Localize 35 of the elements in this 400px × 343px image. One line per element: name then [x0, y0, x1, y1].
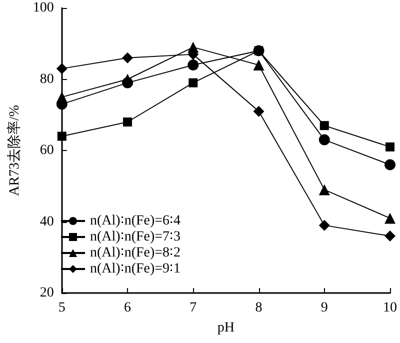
point [188, 60, 199, 70]
y-tick-label: 20 [40, 286, 54, 300]
x-tick-label: 9 [320, 300, 328, 316]
legend-label: n(Al)∶n(Fe)=6∶4 [90, 214, 181, 228]
point [320, 121, 329, 130]
point [384, 159, 396, 170]
y-tick-label: 80 [40, 72, 54, 87]
x-tick-label: 5 [58, 300, 66, 316]
point [122, 52, 134, 64]
y-tick-label: 60 [40, 143, 54, 158]
y-tick-label: 100 [32, 0, 54, 16]
point [253, 60, 264, 70]
point [57, 132, 66, 141]
x-axis-title: pH [217, 320, 235, 336]
point [318, 184, 330, 196]
point [318, 220, 330, 231]
point [386, 142, 394, 152]
point [318, 134, 330, 146]
point [188, 42, 199, 53]
point [384, 230, 396, 242]
y-tick-label: 40 [40, 214, 54, 230]
point [253, 106, 264, 117]
x-tick-label: 8 [255, 300, 262, 316]
point [188, 78, 198, 88]
point [384, 212, 396, 224]
legend-label: n(Al)∶n(Fe)=9∶1 [90, 262, 181, 276]
point [56, 63, 68, 74]
x-tick-label: 7 [190, 300, 197, 316]
x-tick-label: 6 [124, 300, 132, 316]
point [123, 118, 132, 126]
legend-label: n(Al)∶n(Fe)=7∶3 [90, 230, 181, 244]
point [122, 77, 134, 88]
x-tick-label: 10 [383, 300, 397, 316]
y-axis-title: AR73去除率/% [6, 104, 22, 196]
legend-label: n(Al)∶n(Fe)=8∶2 [90, 246, 181, 260]
